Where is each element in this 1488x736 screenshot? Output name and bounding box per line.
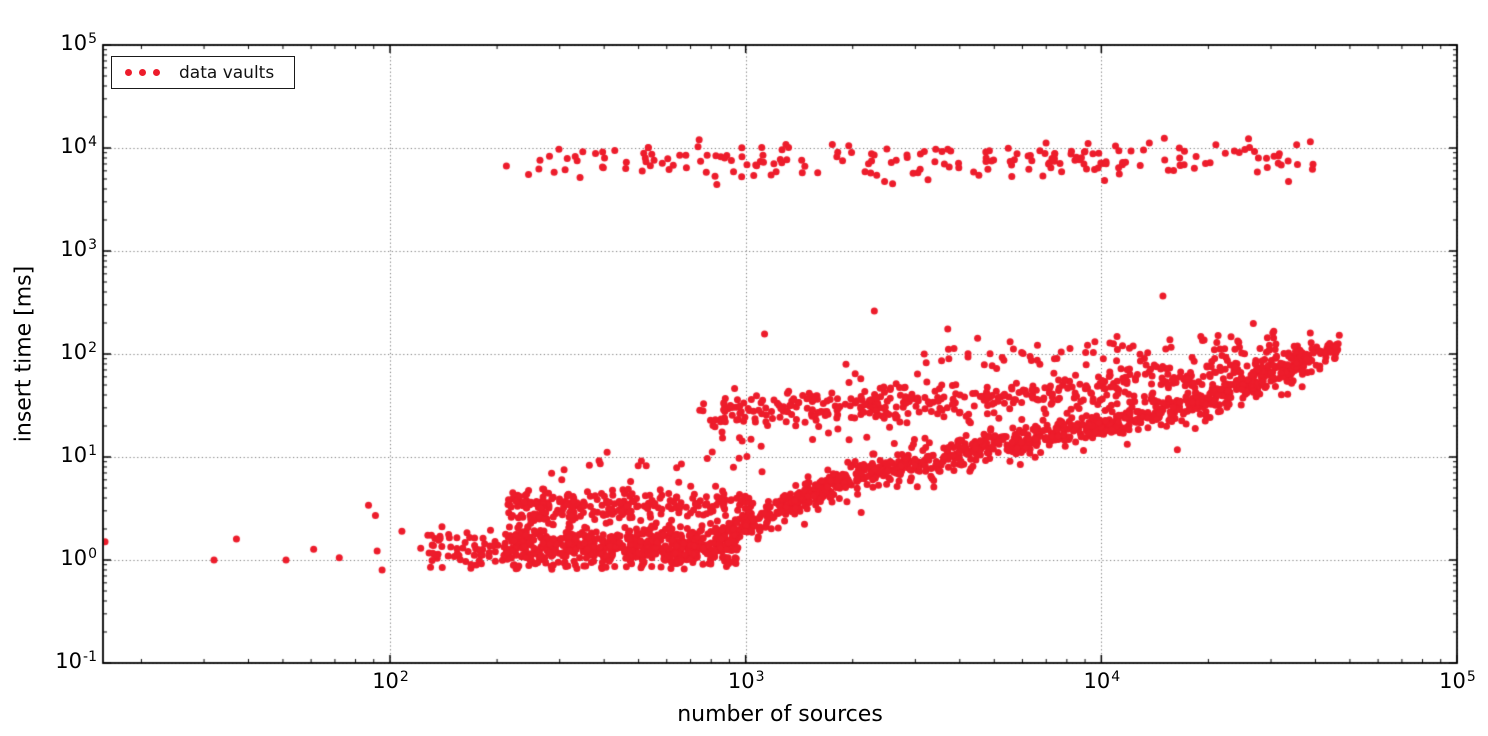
x-axis-title: number of sources (677, 702, 883, 727)
legend-label: data vaults (179, 62, 275, 83)
legend-box: data vaults (111, 56, 296, 89)
y-tick-label: 105 (60, 31, 97, 55)
y-tick-label: 100 (60, 546, 97, 570)
x-tick-label: 104 (1083, 669, 1121, 693)
y-tick-label: 102 (60, 340, 97, 364)
x-tick-label: 103 (727, 669, 765, 693)
y-tick-label: 103 (60, 237, 97, 261)
x-tick-label: 105 (1439, 669, 1476, 693)
y-tick-label: 104 (60, 134, 97, 158)
y-tick-label: 101 (60, 443, 97, 467)
y-tick-label: 10-1 (55, 649, 97, 673)
x-tick-label: 102 (372, 669, 409, 693)
legend-marker-dots (125, 69, 167, 76)
